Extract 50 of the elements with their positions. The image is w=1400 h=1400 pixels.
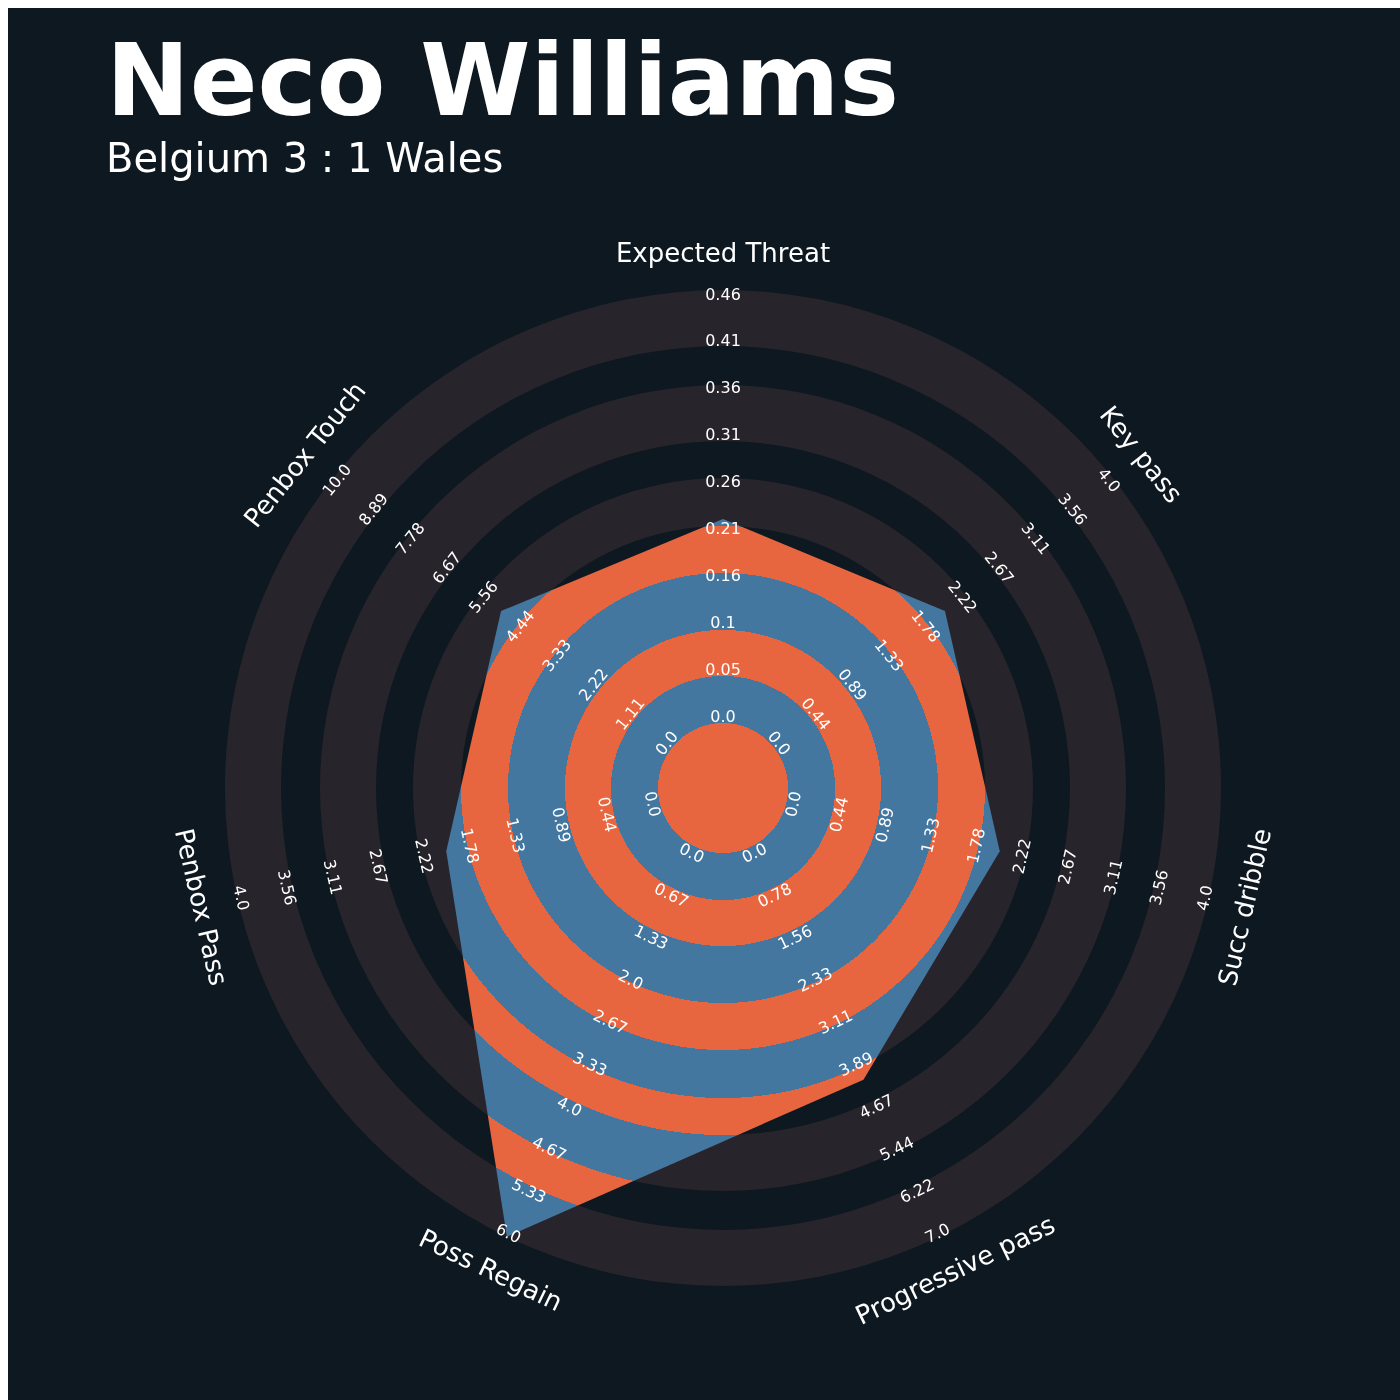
text: 0.1 xyxy=(710,612,736,632)
text: 0.44 xyxy=(593,794,621,834)
text: 0.41 xyxy=(705,331,741,351)
text: 4.0 xyxy=(554,1092,586,1121)
text: 3.11 xyxy=(319,857,347,897)
text: 1.33 xyxy=(502,815,529,855)
text: 3.56 xyxy=(273,868,301,907)
text: 2.67 xyxy=(1054,847,1081,887)
text: 5.33 xyxy=(508,1174,550,1208)
text: 0.0 xyxy=(651,727,683,759)
text: 3.11 xyxy=(815,1005,856,1039)
text: 1.33 xyxy=(917,815,944,855)
text: 0.05 xyxy=(705,659,741,679)
text: 2.22 xyxy=(1008,836,1035,876)
text: 0.31 xyxy=(705,425,741,445)
text: 0.89 xyxy=(871,805,898,845)
text: 6.22 xyxy=(896,1174,938,1208)
text: 2.0 xyxy=(615,965,647,994)
text: 0.67 xyxy=(651,878,692,912)
text: 0.26 xyxy=(705,472,741,492)
text: 0.44 xyxy=(825,794,853,834)
text: 0.0 xyxy=(710,706,736,726)
text: 0.36 xyxy=(705,378,741,398)
text: 1.78 xyxy=(456,826,484,866)
text: 0.0 xyxy=(738,838,770,867)
text: 5.44 xyxy=(876,1132,917,1165)
text: 1.56 xyxy=(774,921,816,954)
text: 4.67 xyxy=(856,1090,897,1123)
text: 2.22 xyxy=(411,836,438,876)
text: 0.0 xyxy=(676,838,708,867)
text: 6.0 xyxy=(493,1219,525,1248)
text: 0.46 xyxy=(705,284,741,304)
text: 2.67 xyxy=(590,1005,631,1039)
text: 7.0 xyxy=(921,1219,953,1248)
text: 4.67 xyxy=(529,1132,570,1165)
text: 3.89 xyxy=(835,1047,877,1081)
text: 1.33 xyxy=(630,921,672,954)
text: 3.33 xyxy=(569,1047,611,1081)
text: 0.89 xyxy=(548,805,575,845)
text: 2.33 xyxy=(795,963,836,996)
text: 0.0 xyxy=(763,727,795,759)
text: 0.0 xyxy=(640,789,665,819)
spoke-label: Expected Threat xyxy=(615,238,831,268)
text: 1.78 xyxy=(962,826,990,866)
text: 3.11 xyxy=(1099,857,1127,897)
text: 0.0 xyxy=(781,789,806,819)
text: 3.56 xyxy=(1145,868,1173,907)
text: 0.78 xyxy=(754,878,795,912)
text: 4.0 xyxy=(1093,464,1125,496)
text: 2.67 xyxy=(365,847,392,887)
